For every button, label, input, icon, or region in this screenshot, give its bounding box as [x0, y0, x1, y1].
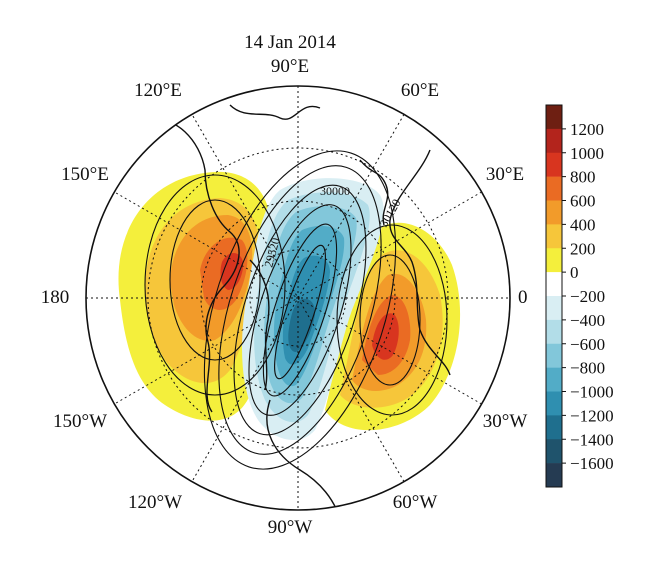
colorbar-tick-label: −800 [570, 359, 605, 378]
lon-label-90e: 90°E [271, 56, 309, 77]
colorbar-tick-label: 1200 [570, 120, 604, 139]
colorbar-tick-label: −1000 [570, 383, 614, 402]
colorbar-swatch [546, 272, 562, 297]
colorbar-swatch [546, 463, 562, 488]
colorbar-swatch [546, 367, 562, 392]
lon-label-150w: 150°W [53, 411, 107, 432]
colorbar-tick-label: −1400 [570, 430, 614, 449]
lon-label-120w: 120°W [128, 492, 182, 513]
colorbar-tick-label: 0 [570, 263, 579, 282]
colorbar-tick-label: 600 [570, 192, 596, 211]
colorbar-tick-label: −400 [570, 311, 605, 330]
lon-label-120e: 120°E [134, 80, 182, 101]
colorbar-swatch [546, 343, 562, 368]
colorbar-swatch [546, 415, 562, 440]
lon-label-60e: 60°E [401, 80, 439, 101]
colorbar-swatch [546, 176, 562, 201]
colorbar-swatch [546, 152, 562, 177]
geopotential-contours [144, 150, 448, 470]
map-disk [86, 86, 510, 510]
colorbar-tick-label: 200 [570, 239, 596, 258]
contour-label-30000: 30000 [320, 184, 350, 198]
colorbar-swatch [546, 224, 562, 249]
colorbar-swatch [546, 439, 562, 464]
colorbar: 1200 1000 800 600 400 200 0 −200 −400 −600 −800 −10… [545, 104, 614, 488]
lon-label-60w: 60°W [393, 492, 438, 513]
colorbar-tick-label: 800 [570, 168, 596, 187]
lon-label-30e: 30°E [486, 164, 524, 185]
coastlines [149, 104, 451, 510]
colorbar-tick-label: −1200 [570, 406, 614, 425]
colorbar-swatch [546, 391, 562, 416]
longitude-labels: 90°E 60°E 30°E 0 30°W 60°W 90°W 120°W 15… [41, 56, 528, 538]
map-title: 14 Jan 2014 [244, 32, 336, 53]
colorbar-swatch [546, 296, 562, 321]
colorbar-swatch [546, 248, 562, 273]
lon-label-90w: 90°W [268, 517, 313, 538]
negative-anomaly-central [242, 178, 384, 441]
graticule [86, 86, 510, 510]
lon-label-180: 180 [41, 287, 70, 308]
colorbar-swatch [546, 128, 562, 154]
lon-label-0: 0 [518, 287, 528, 308]
colorbar-swatch [546, 105, 562, 130]
colorbar-tick-label: 400 [570, 215, 596, 234]
colorbar-swatch [546, 319, 562, 345]
lon-label-150e: 150°E [61, 164, 109, 185]
colorbar-tick-label: −1600 [570, 454, 614, 473]
colorbar-tick-label: 1000 [570, 144, 604, 163]
colorbar-tick-label: −200 [570, 287, 605, 306]
colorbar-swatch [546, 200, 562, 225]
map-boundary [85, 85, 511, 511]
colorbar-tick-label: −600 [570, 335, 605, 354]
lon-label-30w: 30°W [483, 411, 528, 432]
